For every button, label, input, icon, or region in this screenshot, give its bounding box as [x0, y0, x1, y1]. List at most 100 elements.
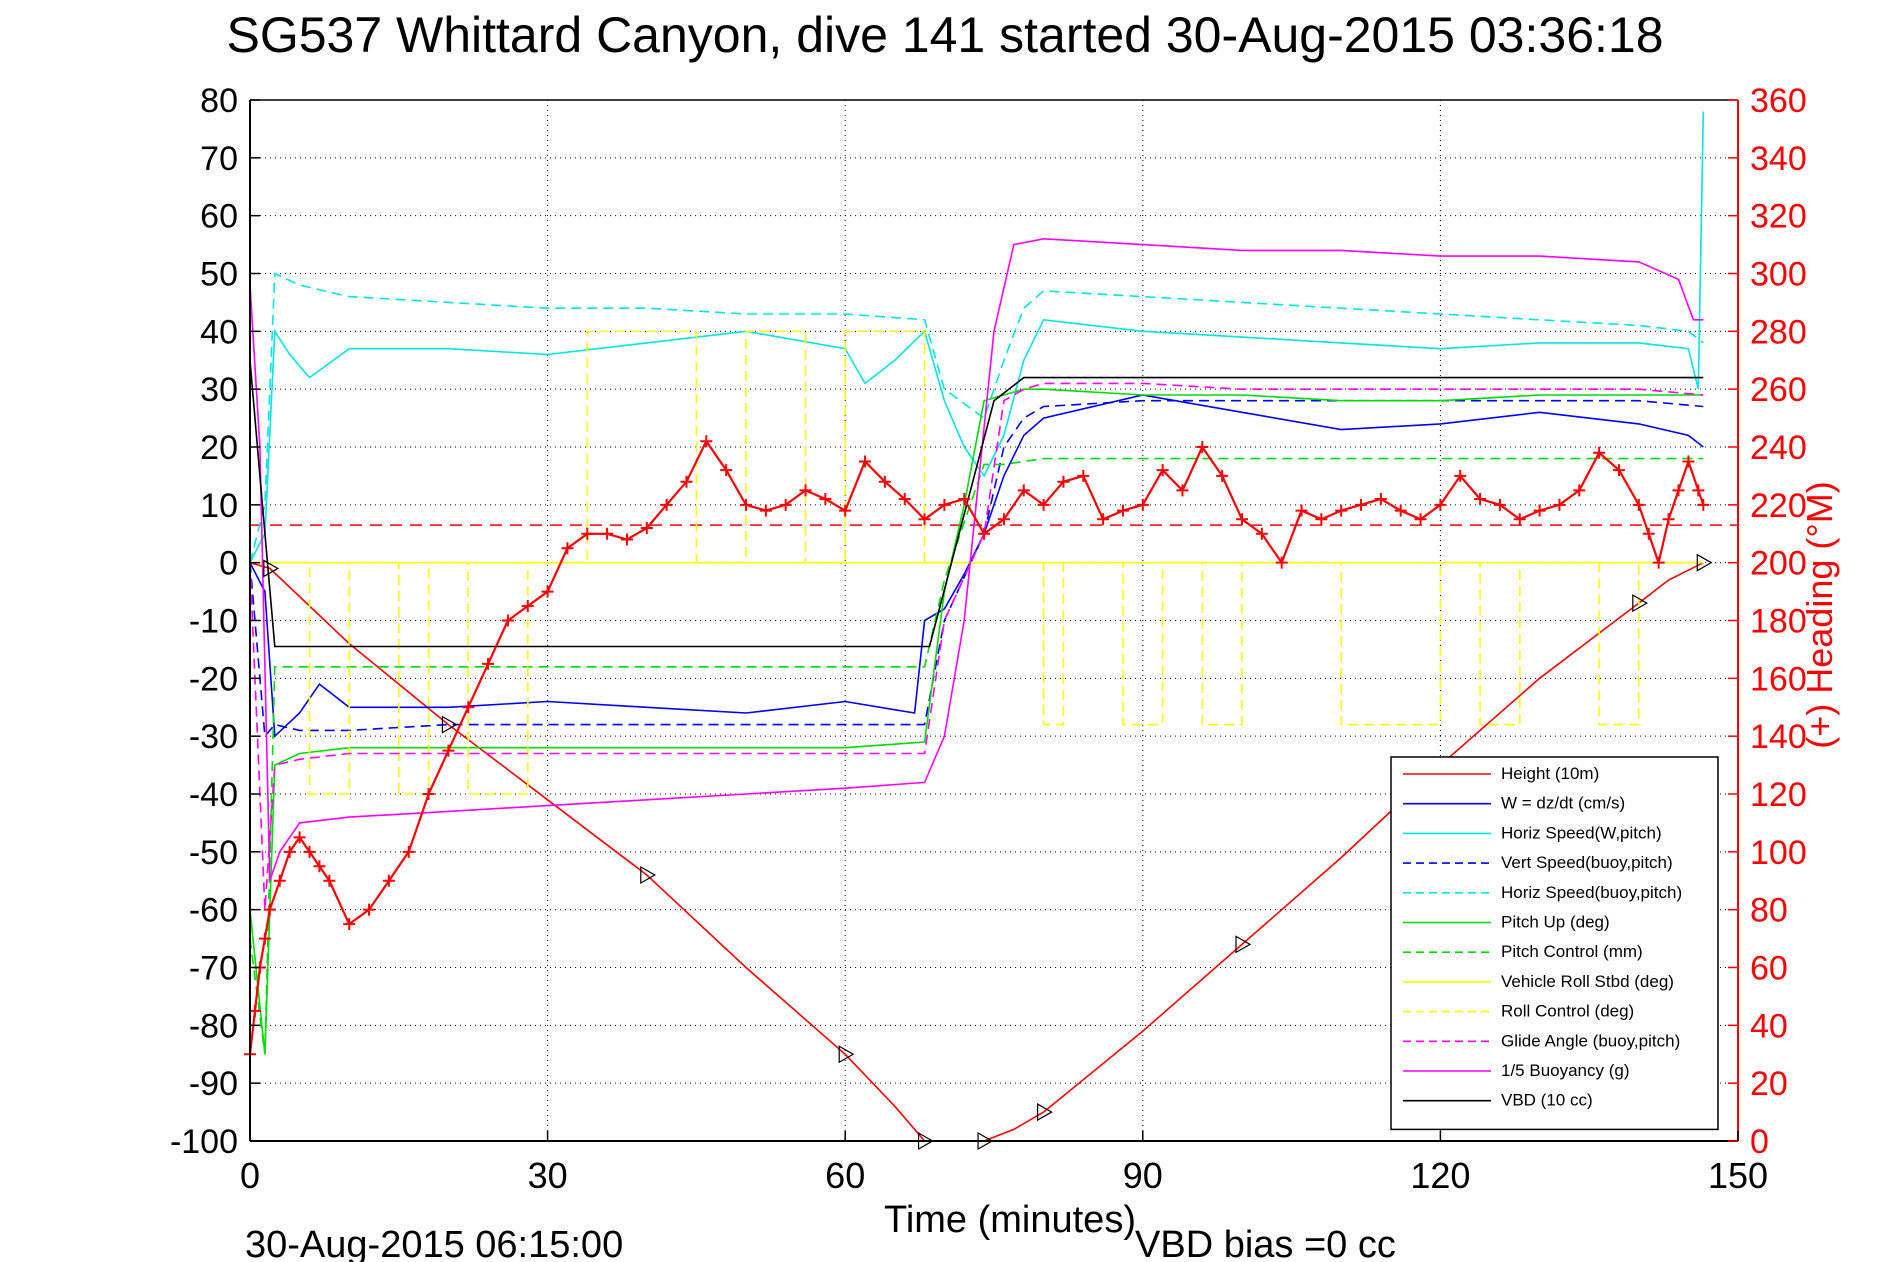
heading-point	[1553, 498, 1566, 511]
heading-point	[700, 435, 713, 448]
depth-marker	[1696, 553, 1713, 572]
x-axis-label: Time (minutes)	[884, 1199, 1136, 1241]
heading-point	[1097, 513, 1110, 526]
series-line-8	[250, 330, 1704, 795]
legend-label: Horiz Speed(buoy,pitch)	[1501, 883, 1682, 902]
heading-point	[1335, 504, 1348, 517]
y-tick-label-right: 200	[1750, 545, 1807, 583]
heading-point	[1196, 441, 1209, 453]
depth-marker	[263, 559, 280, 578]
heading-point	[997, 513, 1010, 526]
legend-label: W = dz/dt (cm/s)	[1501, 794, 1625, 813]
y-tick-label-right: 360	[1750, 82, 1807, 120]
heading-point	[323, 874, 336, 887]
heading-point	[382, 874, 395, 887]
heading-point	[1236, 513, 1248, 526]
heading-point	[1697, 498, 1710, 511]
y-tick-label-left: 60	[200, 198, 238, 236]
axes: 0 30 60 90 120 15080706050403020100-10-20-30-…	[170, 82, 1807, 1196]
y-tick-label-left: -50	[189, 834, 238, 872]
right-axis-label: (+) Heading (°M)	[1799, 481, 1840, 748]
y-tick-label-right: 120	[1750, 776, 1807, 814]
legend-label: 1/5 Buoyancy (g)	[1501, 1061, 1630, 1080]
heading-point	[482, 657, 495, 670]
heading-point	[1315, 513, 1328, 526]
heading-point	[680, 475, 693, 488]
x-tick-label: 90	[1123, 1155, 1163, 1196]
heading-point	[859, 455, 872, 468]
y-tick-label-right: 0	[1750, 1123, 1769, 1161]
heading-point	[1474, 493, 1487, 506]
legend-label: Vehicle Roll Stbd (deg)	[1501, 972, 1674, 991]
heading-point	[1136, 498, 1149, 511]
y-tick-label-left: 0	[219, 545, 238, 583]
heading-point	[303, 845, 316, 858]
heading-point	[1632, 498, 1645, 511]
heading-point	[839, 504, 852, 517]
y-tick-label-left: -10	[189, 603, 238, 641]
x-tick-label: 150	[1708, 1155, 1768, 1196]
depth-marker	[1037, 1103, 1053, 1122]
depth-marker	[1632, 594, 1649, 613]
heading-point	[283, 845, 296, 858]
heading-point	[1216, 469, 1229, 482]
y-tick-label-right: 180	[1750, 603, 1807, 641]
y-tick-label-left: 10	[200, 487, 238, 525]
grid	[250, 100, 1738, 1141]
heading-point	[1672, 484, 1685, 497]
legend-label: Vert Speed(buoy,pitch)	[1501, 853, 1673, 872]
x-tick-label: 120	[1410, 1155, 1470, 1196]
heading-point	[1642, 527, 1655, 540]
legend-label: Glide Angle (buoy,pitch)	[1501, 1031, 1680, 1050]
heading-point	[918, 513, 931, 526]
legend-label: Horiz Speed(W,pitch)	[1501, 823, 1662, 842]
heading-point	[501, 614, 514, 627]
heading-point	[442, 744, 455, 757]
heading-point	[1662, 513, 1675, 526]
x-tick-label: 0	[240, 1155, 260, 1196]
heading-point	[819, 493, 832, 506]
heading-point	[1116, 504, 1129, 517]
series-line-11	[249, 360, 1704, 648]
heading-point	[462, 701, 475, 714]
heading-point	[263, 903, 276, 916]
heading-point	[343, 918, 356, 931]
y-tick-label-left: -30	[189, 718, 238, 756]
heading-point	[1156, 464, 1169, 477]
y-tick-label-right: 20	[1750, 1065, 1788, 1103]
heading-point	[799, 484, 812, 497]
y-tick-label-right: 260	[1750, 371, 1807, 409]
footer-date: 30-Aug-2015 06:15:00	[245, 1224, 623, 1262]
heading-point	[720, 464, 733, 477]
heading-point	[1612, 464, 1625, 477]
heading-line	[248, 439, 1705, 1055]
heading-point	[1593, 446, 1606, 459]
heading-point	[1394, 504, 1407, 517]
y-tick-label-left: -100	[170, 1123, 238, 1161]
heading-point	[541, 585, 554, 598]
series-line-1	[249, 394, 1704, 738]
heading-point	[620, 533, 633, 546]
y-tick-label-left: 30	[200, 371, 238, 409]
heading-point	[740, 498, 752, 511]
series-line-3	[249, 399, 1704, 739]
heading-point	[978, 527, 991, 540]
depth-marker	[640, 865, 657, 885]
y-tick-label-left: 20	[200, 429, 238, 467]
heading-point	[422, 788, 435, 800]
y-tick-label-left: -60	[189, 892, 238, 930]
heading-point	[258, 932, 271, 945]
heading-point	[1355, 498, 1368, 511]
heading-point	[581, 527, 594, 540]
heading-point	[1037, 498, 1050, 511]
series-line-10	[249, 237, 1704, 882]
series-line-9	[249, 382, 1704, 910]
y-tick-label-right: 40	[1750, 1007, 1788, 1045]
heading-point	[1454, 469, 1467, 482]
heading-point	[779, 498, 792, 511]
legend-label: Roll Control (deg)	[1501, 1002, 1634, 1021]
y-tick-label-right: 340	[1750, 140, 1807, 178]
y-tick-label-right: 160	[1750, 660, 1807, 698]
heading-point	[1057, 475, 1070, 488]
